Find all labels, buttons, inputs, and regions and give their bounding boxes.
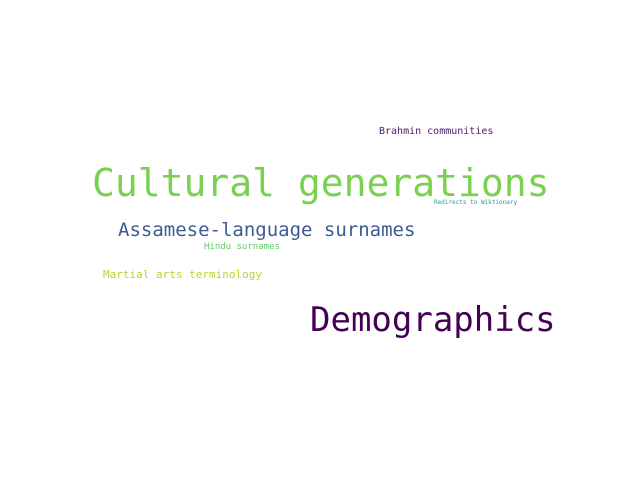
word-martial-arts-terminology: Martial arts terminology (103, 268, 262, 281)
word-hindu-surnames: Hindu surnames (204, 242, 280, 252)
word-assamese-language-surnames: Assamese-language surnames (118, 219, 416, 241)
word-cultural-generations: Cultural generations (92, 161, 550, 205)
word-brahmin-communities: Brahmin communities (379, 126, 494, 137)
word-redirects-to-wiktionary: Redirects to Wiktionary (434, 199, 518, 206)
word-demographics: Demographics (310, 300, 556, 340)
